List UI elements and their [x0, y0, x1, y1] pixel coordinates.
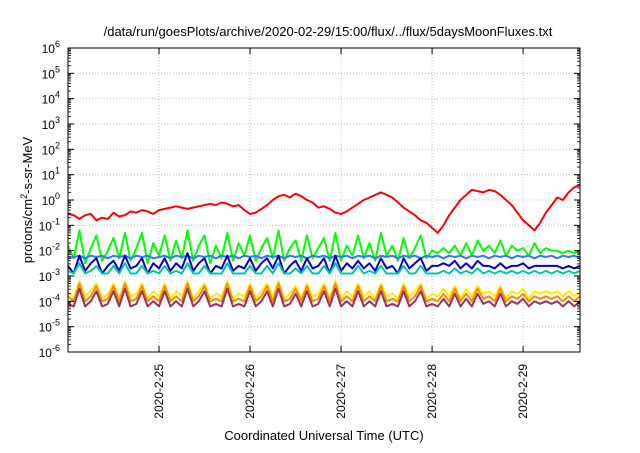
y-tick-label-base: 10 [42, 42, 56, 56]
x-axis-label: Coordinated Universal Time (UTC) [224, 428, 423, 443]
x-tick-label: 2020-2-26 [243, 364, 257, 419]
series-line [67, 282, 581, 303]
series-line [67, 287, 581, 308]
y-tick-label: 10-5 [39, 318, 60, 335]
y-axis-label-prefix: protons/cm [20, 199, 35, 263]
x-tick-label: 2020-2-29 [516, 364, 530, 419]
y-tick-label: 102 [42, 140, 60, 157]
y-tick-label-exp: -3 [52, 267, 60, 277]
y-tick-label-exp: 0 [55, 191, 60, 201]
y-tick-label: 10-2 [39, 242, 60, 259]
y-tick-label: 101 [42, 166, 60, 183]
y-tick-label-exp: 3 [55, 115, 60, 125]
y-tick-label-base: 10 [39, 245, 53, 259]
series-line [67, 229, 581, 265]
y-tick-label: 10-6 [39, 343, 60, 360]
plot-frame [67, 47, 581, 353]
y-tick-label: 103 [42, 115, 60, 132]
series-line [67, 252, 581, 275]
x-tick-label: 2020-2-27 [334, 364, 348, 419]
y-tick-label-base: 10 [42, 93, 56, 107]
y-tick-label-exp: -6 [52, 343, 60, 353]
y-tick-label: 104 [42, 90, 60, 107]
y-tick-label-base: 10 [42, 194, 56, 208]
y-tick-label: 10-1 [39, 216, 60, 233]
y-tick-label-base: 10 [39, 346, 53, 360]
y-tick-label-base: 10 [42, 118, 56, 132]
y-tick-label-base: 10 [42, 143, 56, 157]
grid-layer [68, 48, 580, 352]
y-tick-label-exp: -1 [52, 216, 60, 226]
chart-title: /data/run/goesPlots/archive/2020-02-29/1… [104, 24, 553, 39]
y-tick-label: 10-4 [39, 292, 60, 309]
y-axis-label-sup: 2 [19, 194, 29, 199]
series-layer [67, 183, 581, 308]
y-tick-label-base: 10 [39, 270, 53, 284]
y-tick-label-exp: 1 [55, 166, 60, 176]
y-tick-label-exp: 5 [55, 64, 60, 74]
y-tick-label-exp: -2 [52, 242, 60, 252]
y-tick-label-base: 10 [42, 67, 56, 81]
y-tick-label: 10-3 [39, 267, 60, 284]
y-tick-label-base: 10 [39, 321, 53, 335]
y-tick-label-exp: -5 [52, 318, 60, 328]
y-tick-label-exp: 2 [55, 140, 60, 150]
x-tick-label: 2020-2-25 [152, 364, 166, 419]
y-tick-label-exp: 4 [55, 90, 60, 100]
y-tick-label: 106 [42, 39, 60, 56]
series-line [67, 183, 581, 234]
y-axis-label-suffix: -s-sr-MeV [20, 136, 35, 193]
y-tick-label-base: 10 [39, 219, 53, 233]
series-line [67, 254, 581, 260]
y-tick-label-exp: -4 [52, 292, 60, 302]
series-line [67, 262, 581, 275]
y-tick-label: 100 [42, 191, 60, 208]
series-line [67, 280, 581, 300]
x-tick-label: 2020-2-28 [425, 364, 439, 419]
y-tick-label-base: 10 [42, 169, 56, 183]
y-tick-label-base: 10 [39, 295, 53, 309]
y-tick-label: 105 [42, 64, 60, 81]
y-tick-label-exp: 6 [55, 39, 60, 49]
axis-layer: 10-610-510-410-310-210-11001011021031041… [39, 39, 581, 419]
y-axis-label: protons/cm2-s-sr-MeV [19, 136, 35, 263]
